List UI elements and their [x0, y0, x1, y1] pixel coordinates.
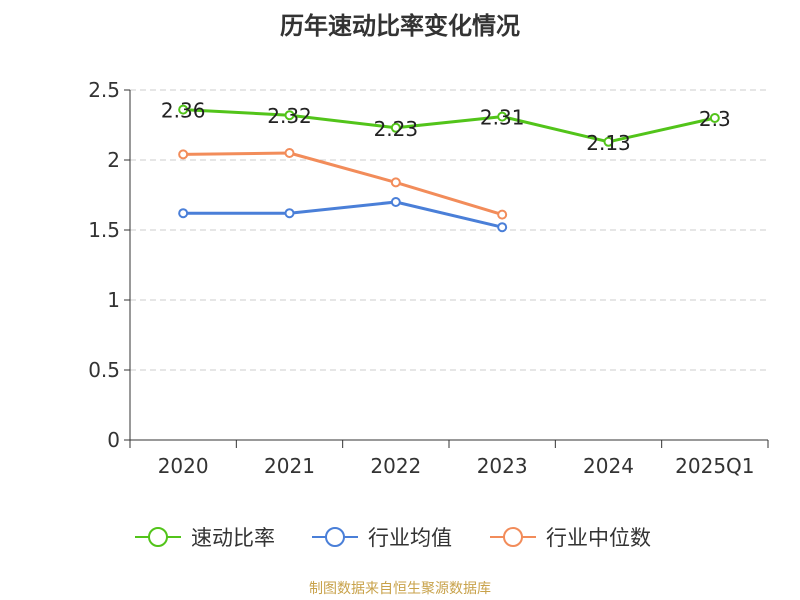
source-footer: 制图数据来自恒生聚源数据库	[309, 581, 491, 597]
chart-title: 历年速动比率变化情况	[280, 12, 520, 40]
x-tick-label: 2021	[264, 454, 315, 478]
data-label: 2.3	[699, 107, 731, 131]
x-tick-label: 2024	[583, 454, 634, 478]
x-tick-label: 2023	[477, 454, 528, 478]
legend-marker	[325, 527, 345, 547]
legend-item-2[interactable]: 行业中位数	[490, 526, 651, 550]
data-point[interactable]	[497, 111, 508, 122]
axes: 0 0.5 1 1.5 2 2.5 2020 2021 2022 2023 2024 2025Q1	[88, 78, 769, 478]
series-layer	[178, 104, 720, 233]
series-line-0[interactable]	[183, 108, 716, 144]
data-point[interactable]	[284, 110, 295, 121]
data-point[interactable]	[497, 209, 508, 220]
data-point[interactable]	[497, 222, 508, 233]
y-tick-label: 1	[107, 288, 120, 312]
data-point[interactable]	[178, 208, 189, 219]
data-point[interactable]	[390, 197, 401, 207]
data-label: 2.23	[374, 117, 419, 141]
data-point[interactable]	[178, 104, 189, 115]
y-tick-label: 1.5	[88, 218, 120, 242]
series-line-1[interactable]	[183, 200, 503, 229]
gridlines	[130, 89, 768, 371]
legend-item-0[interactable]: 速动比率	[135, 526, 275, 550]
data-point[interactable]	[390, 177, 401, 188]
x-tick-label: 2020	[158, 454, 209, 478]
series-line-2[interactable]	[183, 151, 503, 217]
data-label: 2.36	[161, 99, 206, 123]
legend-label: 行业中位数	[546, 526, 651, 550]
data-point[interactable]	[603, 136, 614, 147]
data-point[interactable]	[284, 208, 295, 219]
legend-label: 速动比率	[191, 526, 275, 550]
y-tick-label: 0.5	[88, 358, 120, 382]
data-point[interactable]	[178, 149, 189, 160]
legend-item-1[interactable]: 行业均值	[312, 526, 452, 550]
data-label: 2.31	[480, 106, 525, 130]
data-label: 2.32	[267, 104, 312, 128]
x-tick-label: 2025Q1	[675, 454, 754, 478]
y-tick-label: 0	[107, 428, 120, 452]
x-tick-label: 2022	[370, 454, 421, 478]
legend-marker	[503, 527, 523, 547]
data-point[interactable]	[390, 122, 401, 133]
legend-marker	[148, 527, 168, 547]
data-point[interactable]	[284, 148, 295, 158]
y-tick-label: 2.5	[88, 78, 120, 102]
legend-label: 行业均值	[368, 526, 452, 550]
y-tick-label: 2	[107, 148, 120, 172]
data-label: 2.13	[586, 131, 631, 155]
data-point[interactable]	[709, 113, 720, 123]
legend[interactable]: 速动比率 行业均值 行业中位数	[135, 526, 651, 550]
data-labels: 2.36 2.32 2.23 2.31 2.13 2.3	[161, 99, 731, 155]
